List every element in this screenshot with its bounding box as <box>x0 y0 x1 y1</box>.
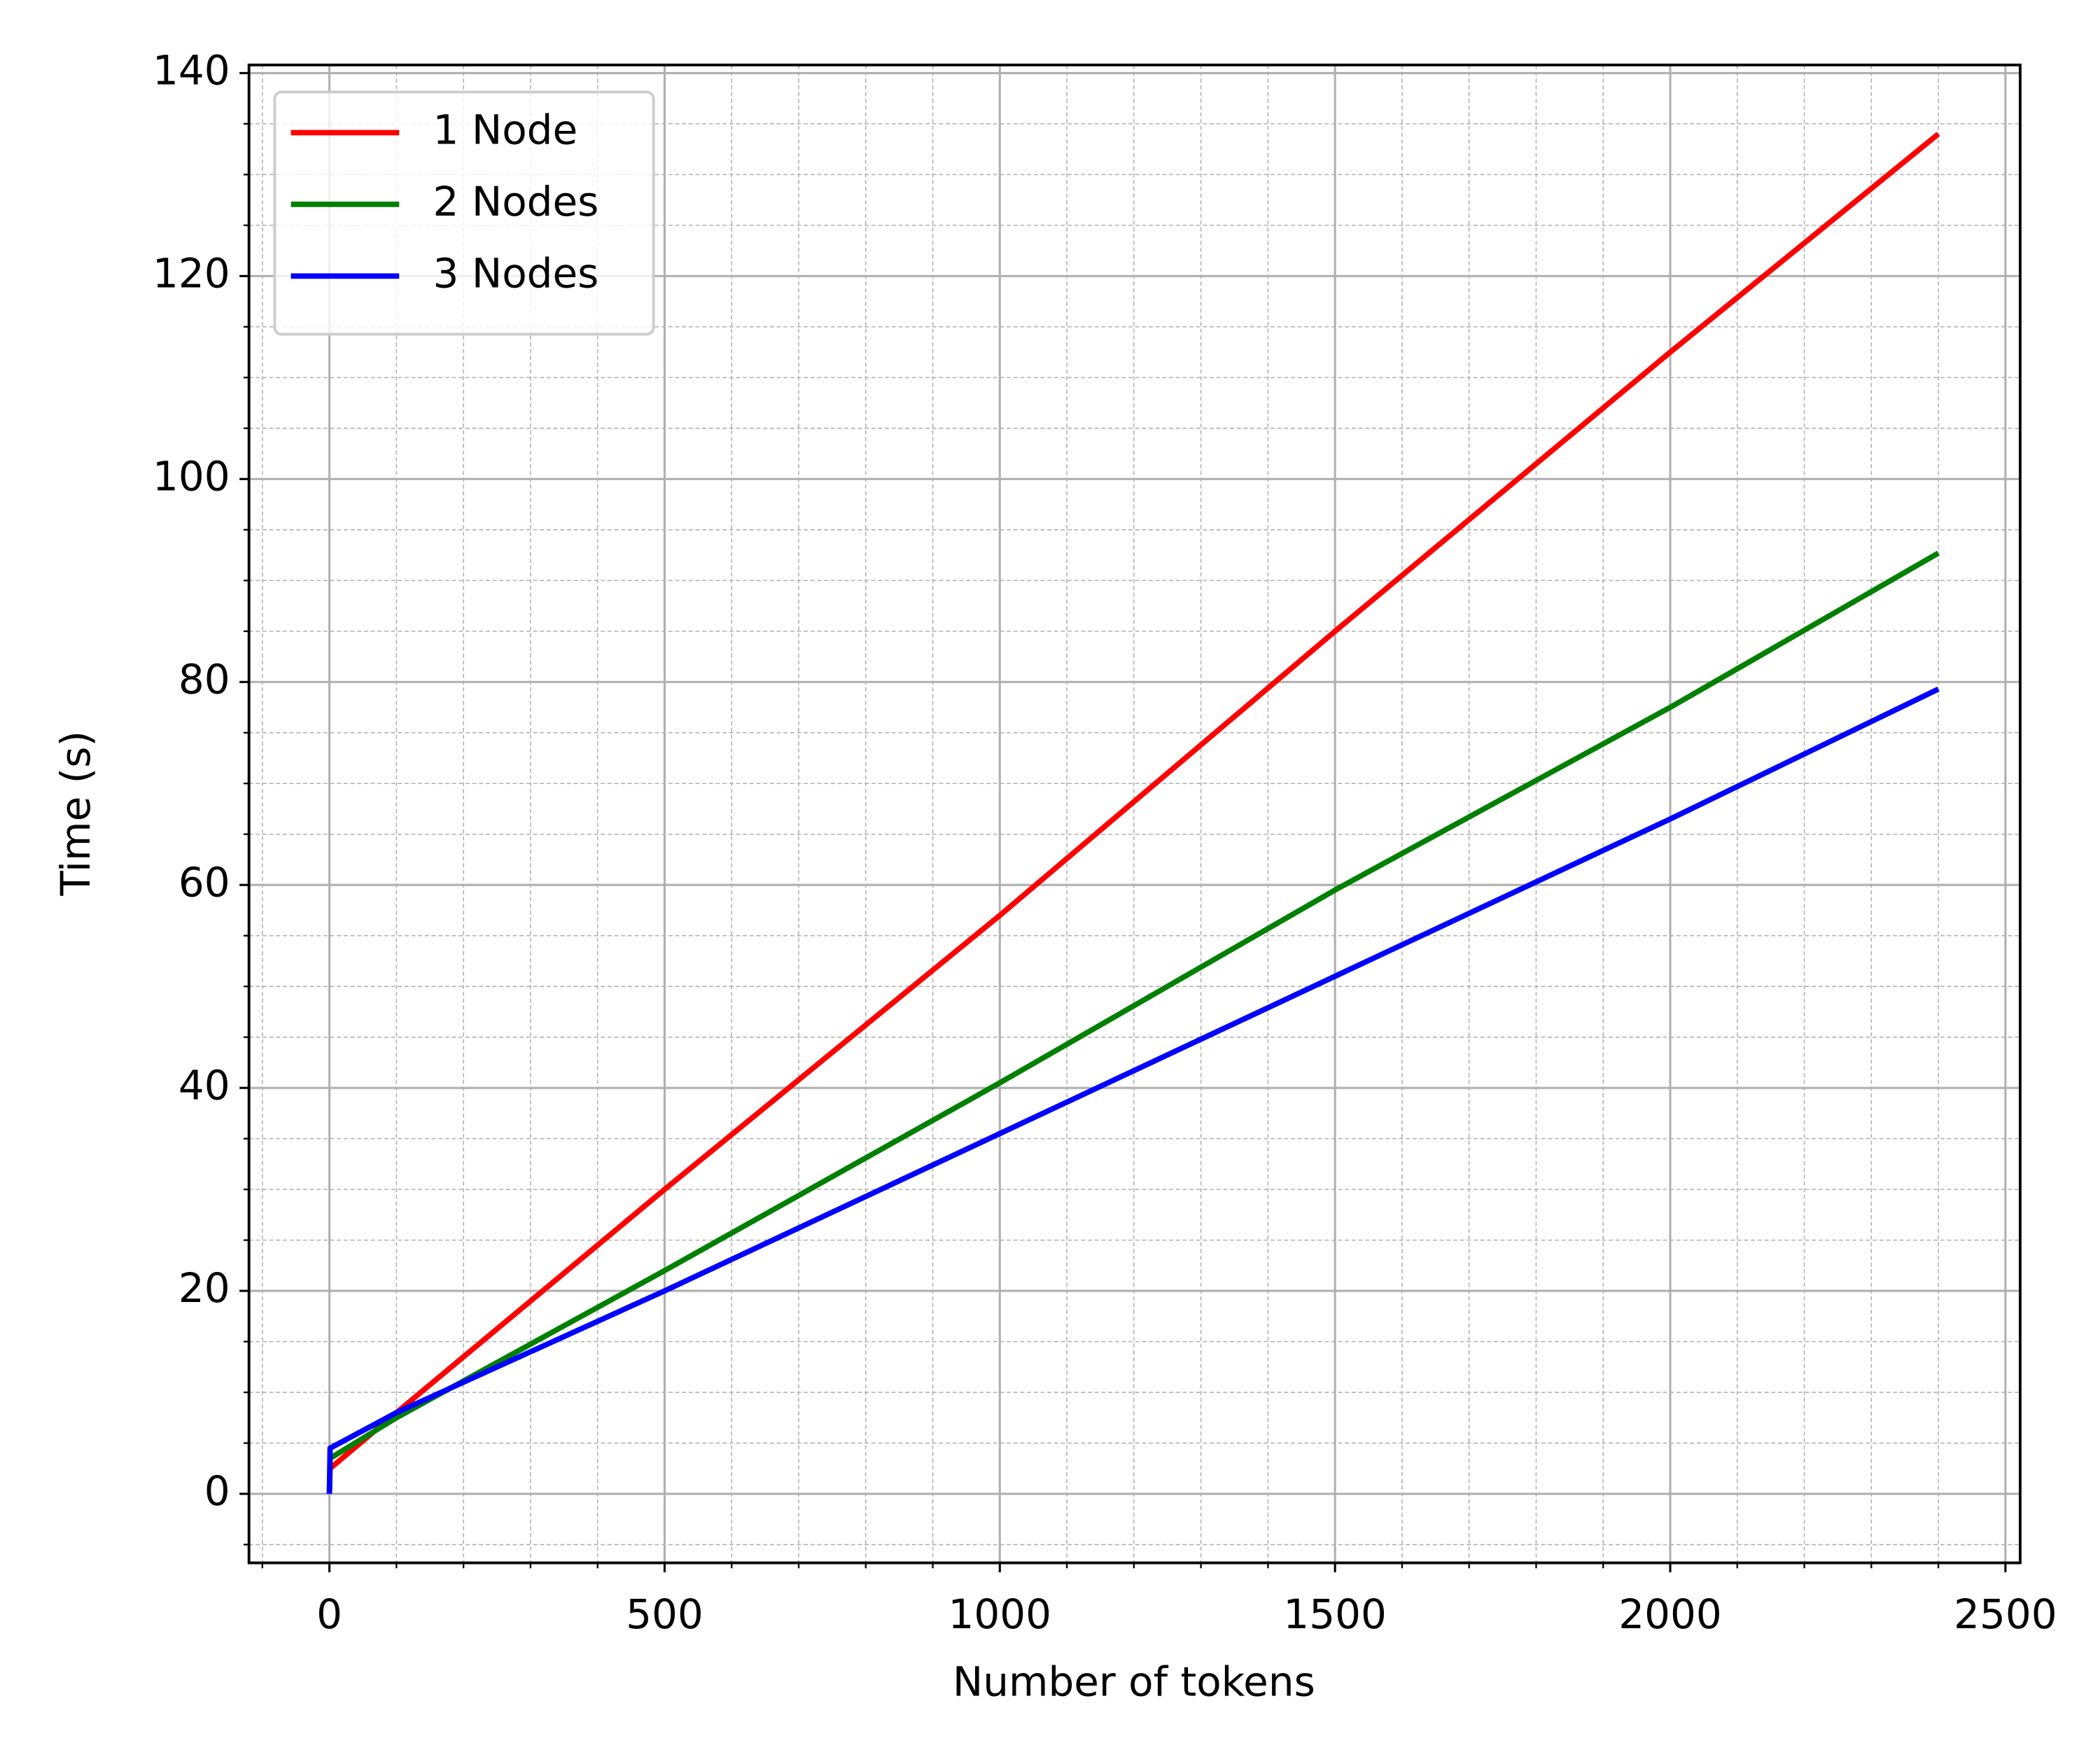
x-tick-label: 2500 <box>1954 1590 2057 1638</box>
x-tick-label: 500 <box>626 1590 704 1638</box>
y-tick-label: 60 <box>178 858 230 906</box>
y-axis-label: Time (s) <box>52 731 99 897</box>
y-tick-label: 140 <box>153 47 230 94</box>
plot-frame <box>247 63 2022 1564</box>
x-tick-label: 2000 <box>1618 1590 1722 1638</box>
y-tick-label: 40 <box>178 1061 230 1109</box>
series-line <box>326 132 1940 1494</box>
legend-label: 2 Nodes <box>433 178 599 225</box>
y-tick-label: 0 <box>204 1467 230 1515</box>
x-axis-label: Number of tokens <box>953 1658 1315 1706</box>
legend: 1 Node 2 Nodes 3 Nodes <box>273 90 655 336</box>
series-line <box>326 686 1940 1494</box>
y-tick-label: 120 <box>153 249 230 297</box>
x-tick-label: 0 <box>316 1590 342 1638</box>
x-tick-label: 1000 <box>948 1590 1052 1638</box>
series-line <box>326 550 1940 1494</box>
x-tick-label: 1500 <box>1283 1590 1387 1638</box>
legend-label: 3 Nodes <box>433 249 599 297</box>
y-tick-label: 80 <box>178 655 230 703</box>
legend-label: 1 Node <box>433 106 578 154</box>
y-tick-label: 20 <box>178 1264 230 1312</box>
y-tick-label: 100 <box>153 452 230 500</box>
